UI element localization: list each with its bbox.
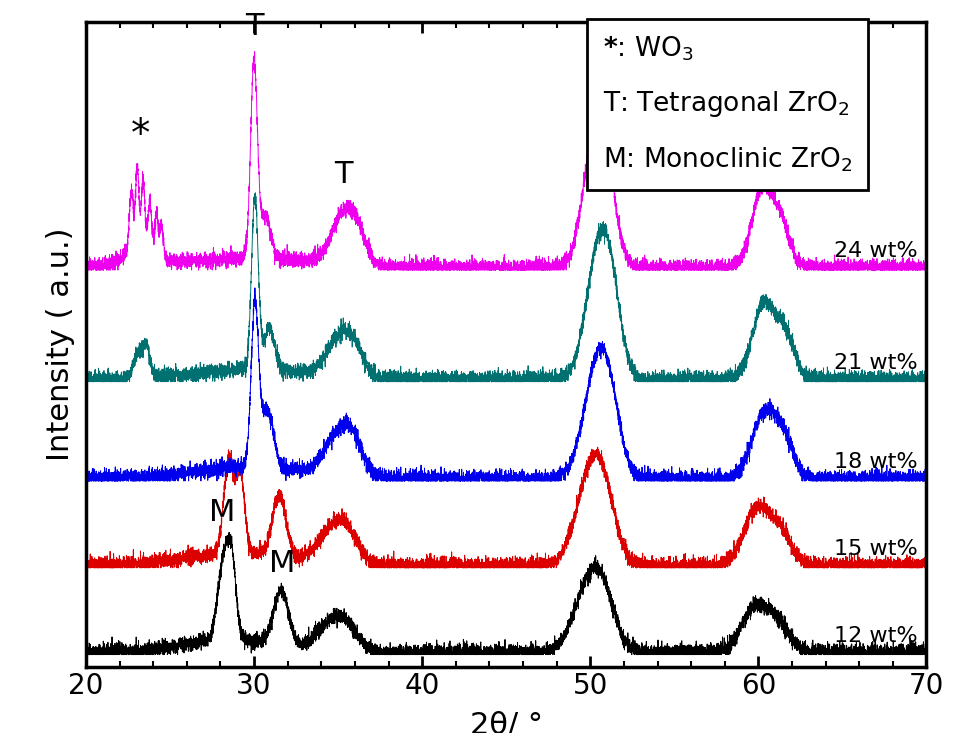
Y-axis label: Intensity ( a.u.): Intensity ( a.u.) — [46, 228, 74, 461]
Text: T: T — [244, 12, 264, 40]
Text: 18 wt%: 18 wt% — [835, 452, 918, 472]
Text: $\mathbf{*}$: WO$_3$

T: Tetragonal ZrO$_2$

M: Monoclinic ZrO$_2$: $\mathbf{*}$: WO$_3$ T: Tetragonal ZrO$_… — [603, 35, 853, 174]
X-axis label: 2θ/ °: 2θ/ ° — [470, 711, 542, 733]
Text: T: T — [334, 160, 352, 189]
Text: $*$: $*$ — [130, 114, 150, 152]
Text: 15 wt%: 15 wt% — [835, 539, 918, 559]
Text: M: M — [209, 498, 235, 527]
Text: 21 wt%: 21 wt% — [835, 353, 918, 373]
Text: T: T — [586, 60, 605, 89]
Text: 12 wt%: 12 wt% — [835, 626, 918, 646]
Text: 24 wt%: 24 wt% — [835, 241, 918, 261]
Text: T: T — [757, 136, 775, 166]
Text: M: M — [269, 548, 296, 578]
